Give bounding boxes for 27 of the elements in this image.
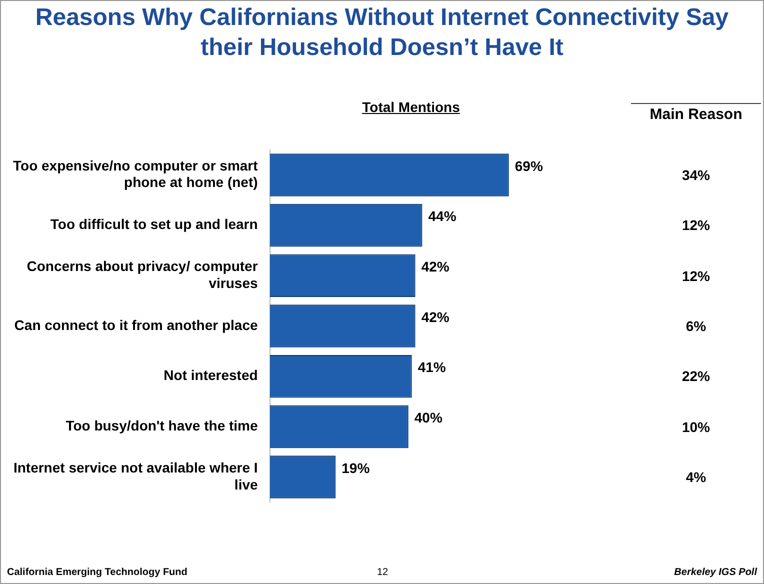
text: Berkeley IGS Poll [674,567,757,578]
text: 12 [377,567,388,578]
y-tick-label: Concerns about privacy/ computer viruses [26,258,258,291]
data-label: 44% [428,208,457,224]
text: Main Reason [631,103,761,123]
text: 4% [684,469,708,486]
text: 6% [684,318,708,334]
data-label: 42% [421,308,450,325]
text: California Emerging Technology Fund [7,567,188,578]
data-label: 42% [421,258,450,275]
text: 10% [680,418,712,435]
text: 22% [680,368,712,384]
y-tick-label: Too busy/don't have the time [66,418,258,434]
data-label: 69% [514,158,544,174]
data-label: 19% [342,460,370,476]
chart-subtitle: Total Mentions [361,99,461,115]
y-tick-label: Not interested [164,367,258,384]
y-tick-label: Internet service not available where I live [13,459,258,492]
data-label: 40% [414,410,443,426]
y-tick-label: Too expensive/no computer or smart phone at home (net) [13,157,258,190]
data-label: 41% [418,359,446,376]
text: 12% [680,217,712,234]
text: 12% [680,268,712,284]
text: 34% [680,166,712,183]
chart-title: Reasons Why Californians Without Internet Connectivity Say their Household Doesn’t Have It [34,3,730,63]
y-tick-label: Too difficult to set up and learn [50,216,258,232]
y-tick-label: Can connect to it from another place [14,316,258,333]
